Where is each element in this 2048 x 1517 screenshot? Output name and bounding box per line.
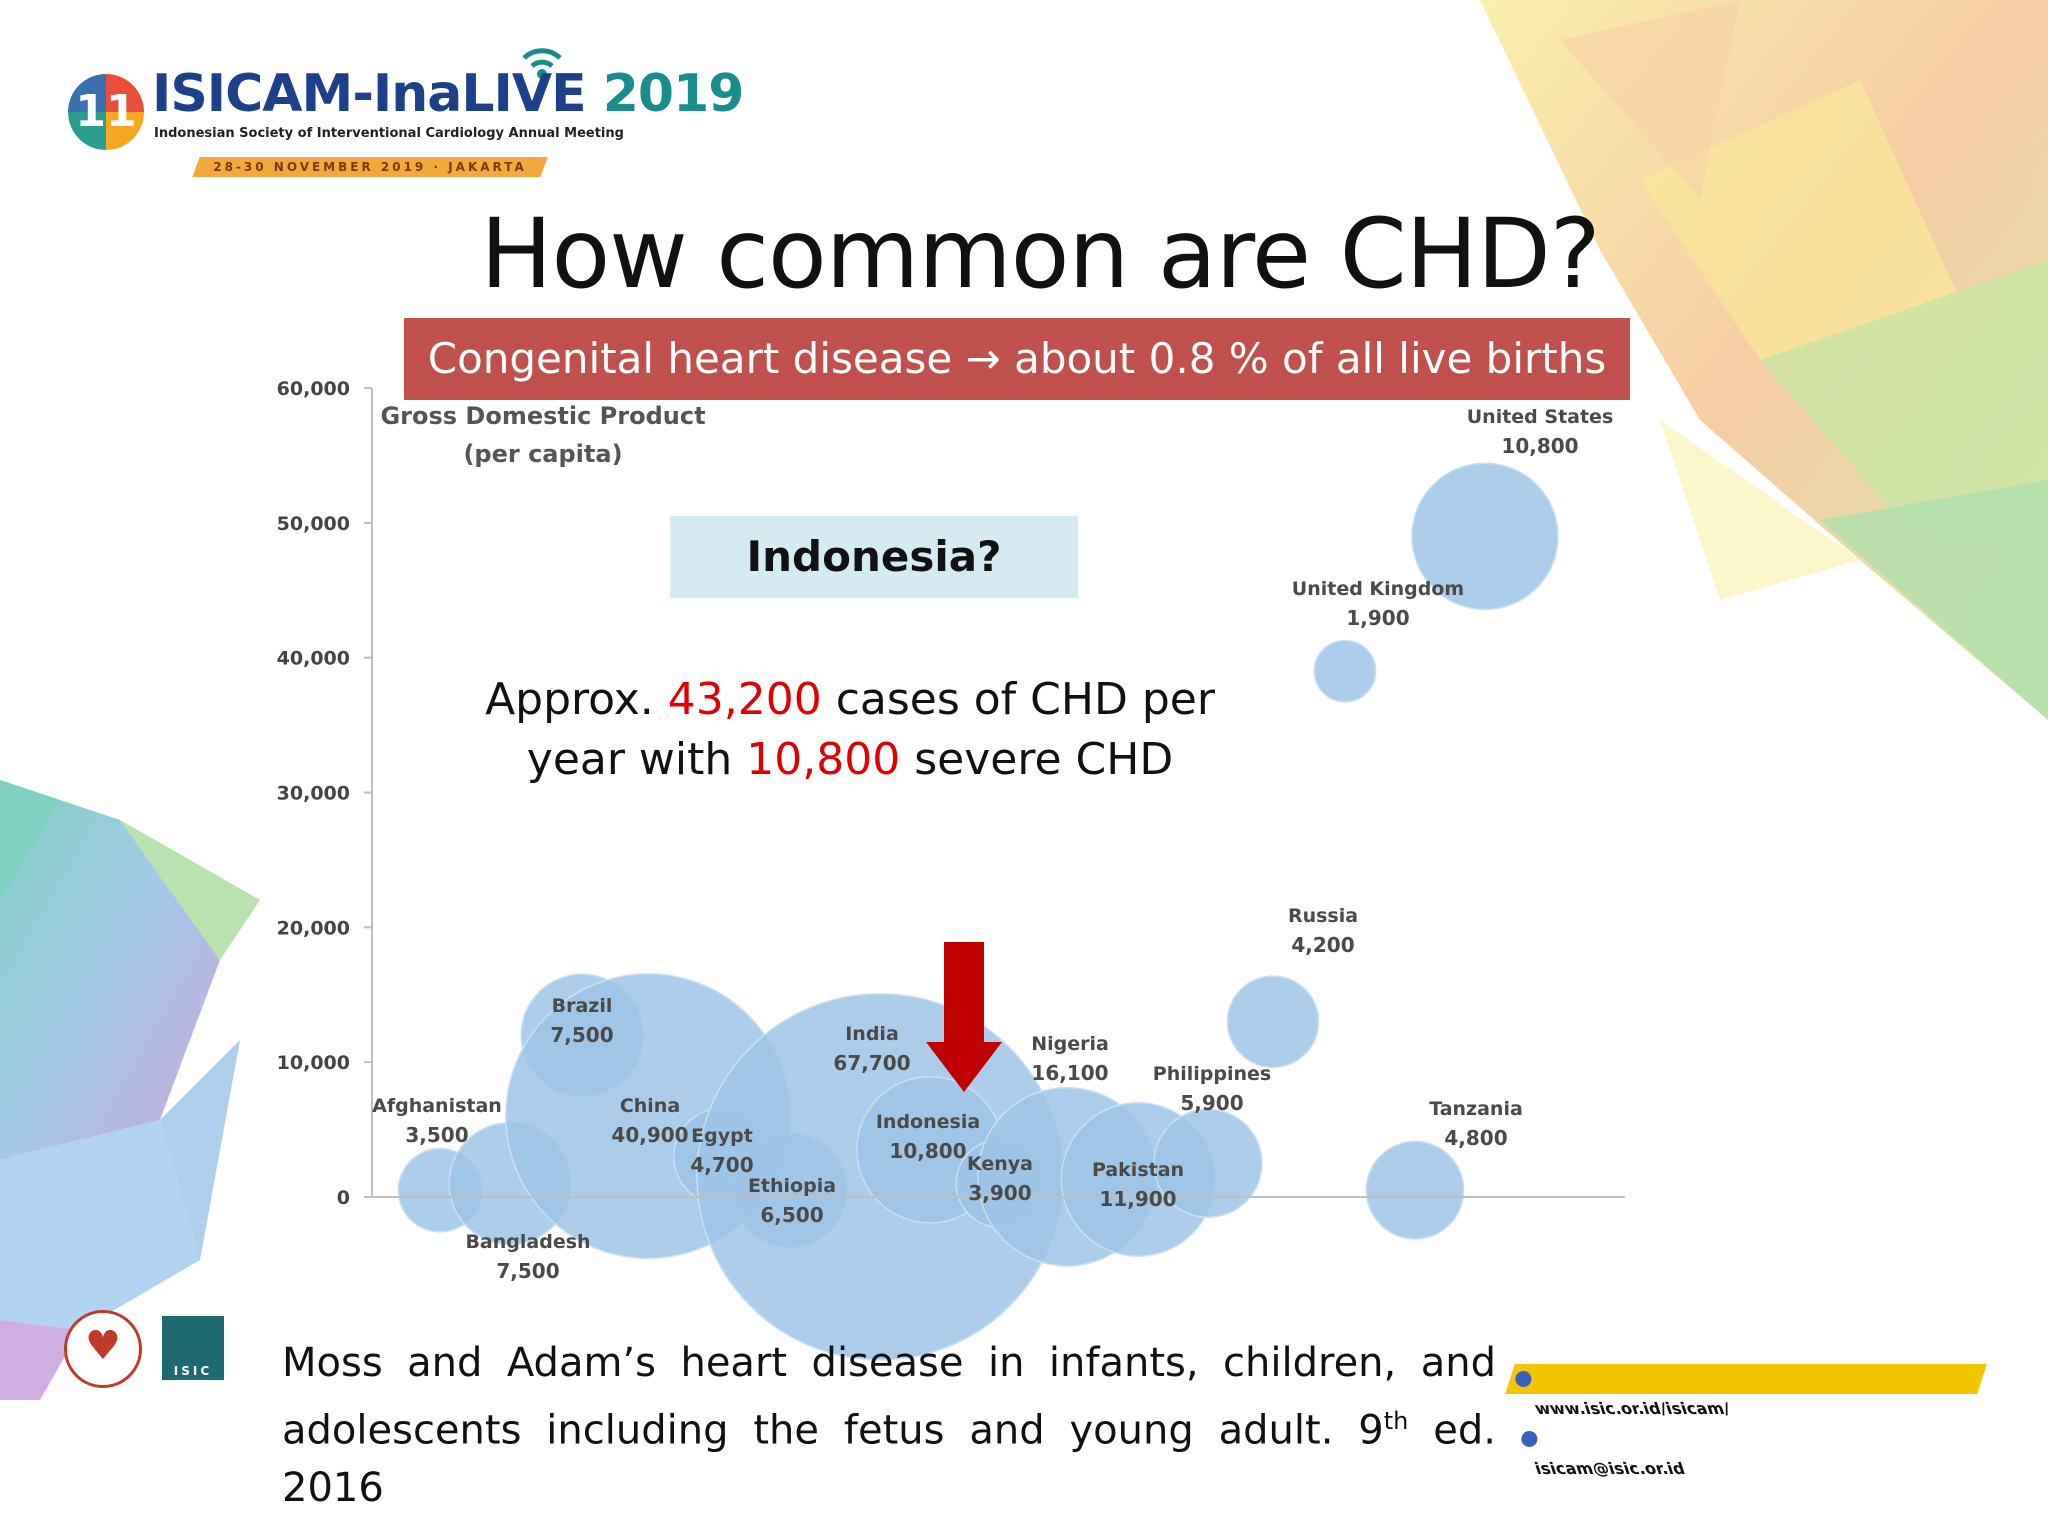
isicam-logo-badge: 11: [68, 74, 144, 150]
bubble-country-label: Tanzania: [1429, 1098, 1523, 1120]
bubble-philippines: [1153, 1108, 1263, 1219]
mail-icon: [1520, 1431, 1537, 1447]
isic-logo: ISIC: [162, 1316, 224, 1380]
y-axis-title: Gross Domestic Product: [380, 402, 705, 430]
bubble-country-label: United States: [1467, 406, 1614, 428]
bubble-value-label: 11,900: [1099, 1187, 1176, 1211]
website-link[interactable]: www.isic.or.id/isicam/: [1532, 1399, 1733, 1418]
decorative-background: [0, 0, 2048, 1400]
bubble-country-label: Indonesia: [876, 1111, 980, 1133]
bubble-value-label: 5,900: [1180, 1091, 1243, 1115]
bubble-country-label: Philippines: [1153, 1063, 1271, 1085]
citation-superscript: th: [1383, 1407, 1409, 1435]
logo-dash: -: [352, 64, 374, 124]
bubble-country-label: Kenya: [967, 1153, 1033, 1175]
y-tick-label: 10,000: [277, 1052, 350, 1074]
y-tick-label: 30,000: [277, 783, 350, 805]
bubble-value-label: 16,100: [1031, 1061, 1108, 1085]
down-arrow-icon: [926, 942, 1002, 1092]
approx-text-2: cases of CHD per: [821, 674, 1215, 725]
contact-bar-content: www.isic.or.id/isicam/ isicam@isic.or.id: [1495, 1364, 1967, 1484]
y-tick-label: 20,000: [277, 917, 350, 939]
bubble-country-label: United Kingdom: [1292, 578, 1464, 600]
bubble-value-label: 1,900: [1346, 606, 1409, 630]
bubble-value-label: 4,200: [1291, 933, 1354, 957]
bubble-country-label: Pakistan: [1092, 1159, 1184, 1181]
approx-cases-value: 43,200: [667, 674, 822, 725]
bubble-value-label: 7,500: [496, 1259, 559, 1283]
approx-text-4: severe CHD: [900, 734, 1174, 785]
y-tick-label: 50,000: [277, 513, 350, 535]
citation-text: Moss and Adam’s heart disease in infants…: [282, 1340, 1496, 1454]
logo-subtitle: Indonesian Society of Interventional Car…: [154, 126, 624, 141]
bubble-country-label: Bangladesh: [465, 1231, 590, 1253]
logo-year: 2019: [602, 64, 745, 124]
bubble-country-label: Russia: [1288, 905, 1358, 927]
bubble-value-label: 4,700: [690, 1153, 753, 1177]
heart-association-logo: [64, 1310, 142, 1388]
isicam-logo-title: ISICAM-InaLIVE 2019: [152, 64, 745, 124]
bubble-chart: 0 10,000 20,000 30,000 40,000 50,000 60,000 Gro…: [277, 378, 1625, 1361]
bubble-united-states: [1411, 462, 1559, 611]
bubble-russia: [1226, 975, 1320, 1069]
bubble-value-label: 4,800: [1444, 1126, 1507, 1150]
summary-banner: Congenital heart disease → about 0.8 % o…: [404, 318, 1630, 400]
bubble-value-label: 40,900: [611, 1123, 688, 1147]
slide-title: How common are CHD?: [480, 198, 1600, 310]
approx-statement: Approx. 43,200 cases of CHD per year wit…: [420, 670, 1280, 790]
bubble-value-label: 10,800: [889, 1139, 966, 1163]
logo-isicam-text: ISICAM: [152, 64, 353, 124]
bubble-country-label: Nigeria: [1031, 1033, 1109, 1055]
globe-icon: [1515, 1371, 1532, 1387]
wifi-icon: [522, 48, 562, 79]
contact-bar: www.isic.or.id/isicam/ isicam@isic.or.id: [1505, 1364, 1987, 1478]
bubble-country-label: China: [620, 1095, 680, 1117]
bubble-country-label: Afghanistan: [372, 1095, 502, 1117]
bubble-country-label: Egypt: [691, 1125, 753, 1147]
bubble-country-label: Ethiopia: [748, 1175, 836, 1197]
approx-text-3: year with: [526, 734, 747, 785]
bubble-value-label: 3,500: [405, 1123, 468, 1147]
bubble-value-label: 6,500: [760, 1203, 823, 1227]
citation: Moss and Adam’s heart disease in infants…: [282, 1334, 1496, 1517]
bubble-country-label: India: [845, 1023, 899, 1045]
bubble-layer: [397, 462, 1559, 1361]
bubble-united-kingdom: [1313, 639, 1377, 703]
bubble-value-label: 67,700: [833, 1051, 910, 1075]
y-tick-label: 60,000: [277, 378, 350, 400]
approx-text-1: Approx.: [485, 674, 668, 725]
bubble-value-label: 3,900: [968, 1181, 1031, 1205]
bubble-label-layer: Afghanistan 3,500 Bangladesh 7,500 Brazil 7,5…: [372, 406, 1613, 1283]
logo-inalive-text: InaLIVE: [372, 64, 587, 124]
bubble-value-label: 7,500: [550, 1023, 613, 1047]
y-tick-label: 40,000: [277, 648, 350, 670]
y-axis-title: (per capita): [463, 440, 622, 468]
bubble-country-label: Brazil: [552, 995, 613, 1017]
indonesia-question-box: Indonesia?: [670, 516, 1078, 598]
email-link[interactable]: isicam@isic.or.id: [1532, 1459, 1688, 1478]
approx-severe-value: 10,800: [746, 734, 901, 785]
isic-logo-text: ISIC: [173, 1364, 213, 1378]
bubble-value-label: 10,800: [1501, 434, 1578, 458]
bubble-tanzania: [1365, 1140, 1465, 1240]
y-tick-label: 0: [337, 1187, 350, 1209]
y-axis: 0 10,000 20,000 30,000 40,000 50,000 60,000 Gro…: [277, 378, 1625, 1209]
